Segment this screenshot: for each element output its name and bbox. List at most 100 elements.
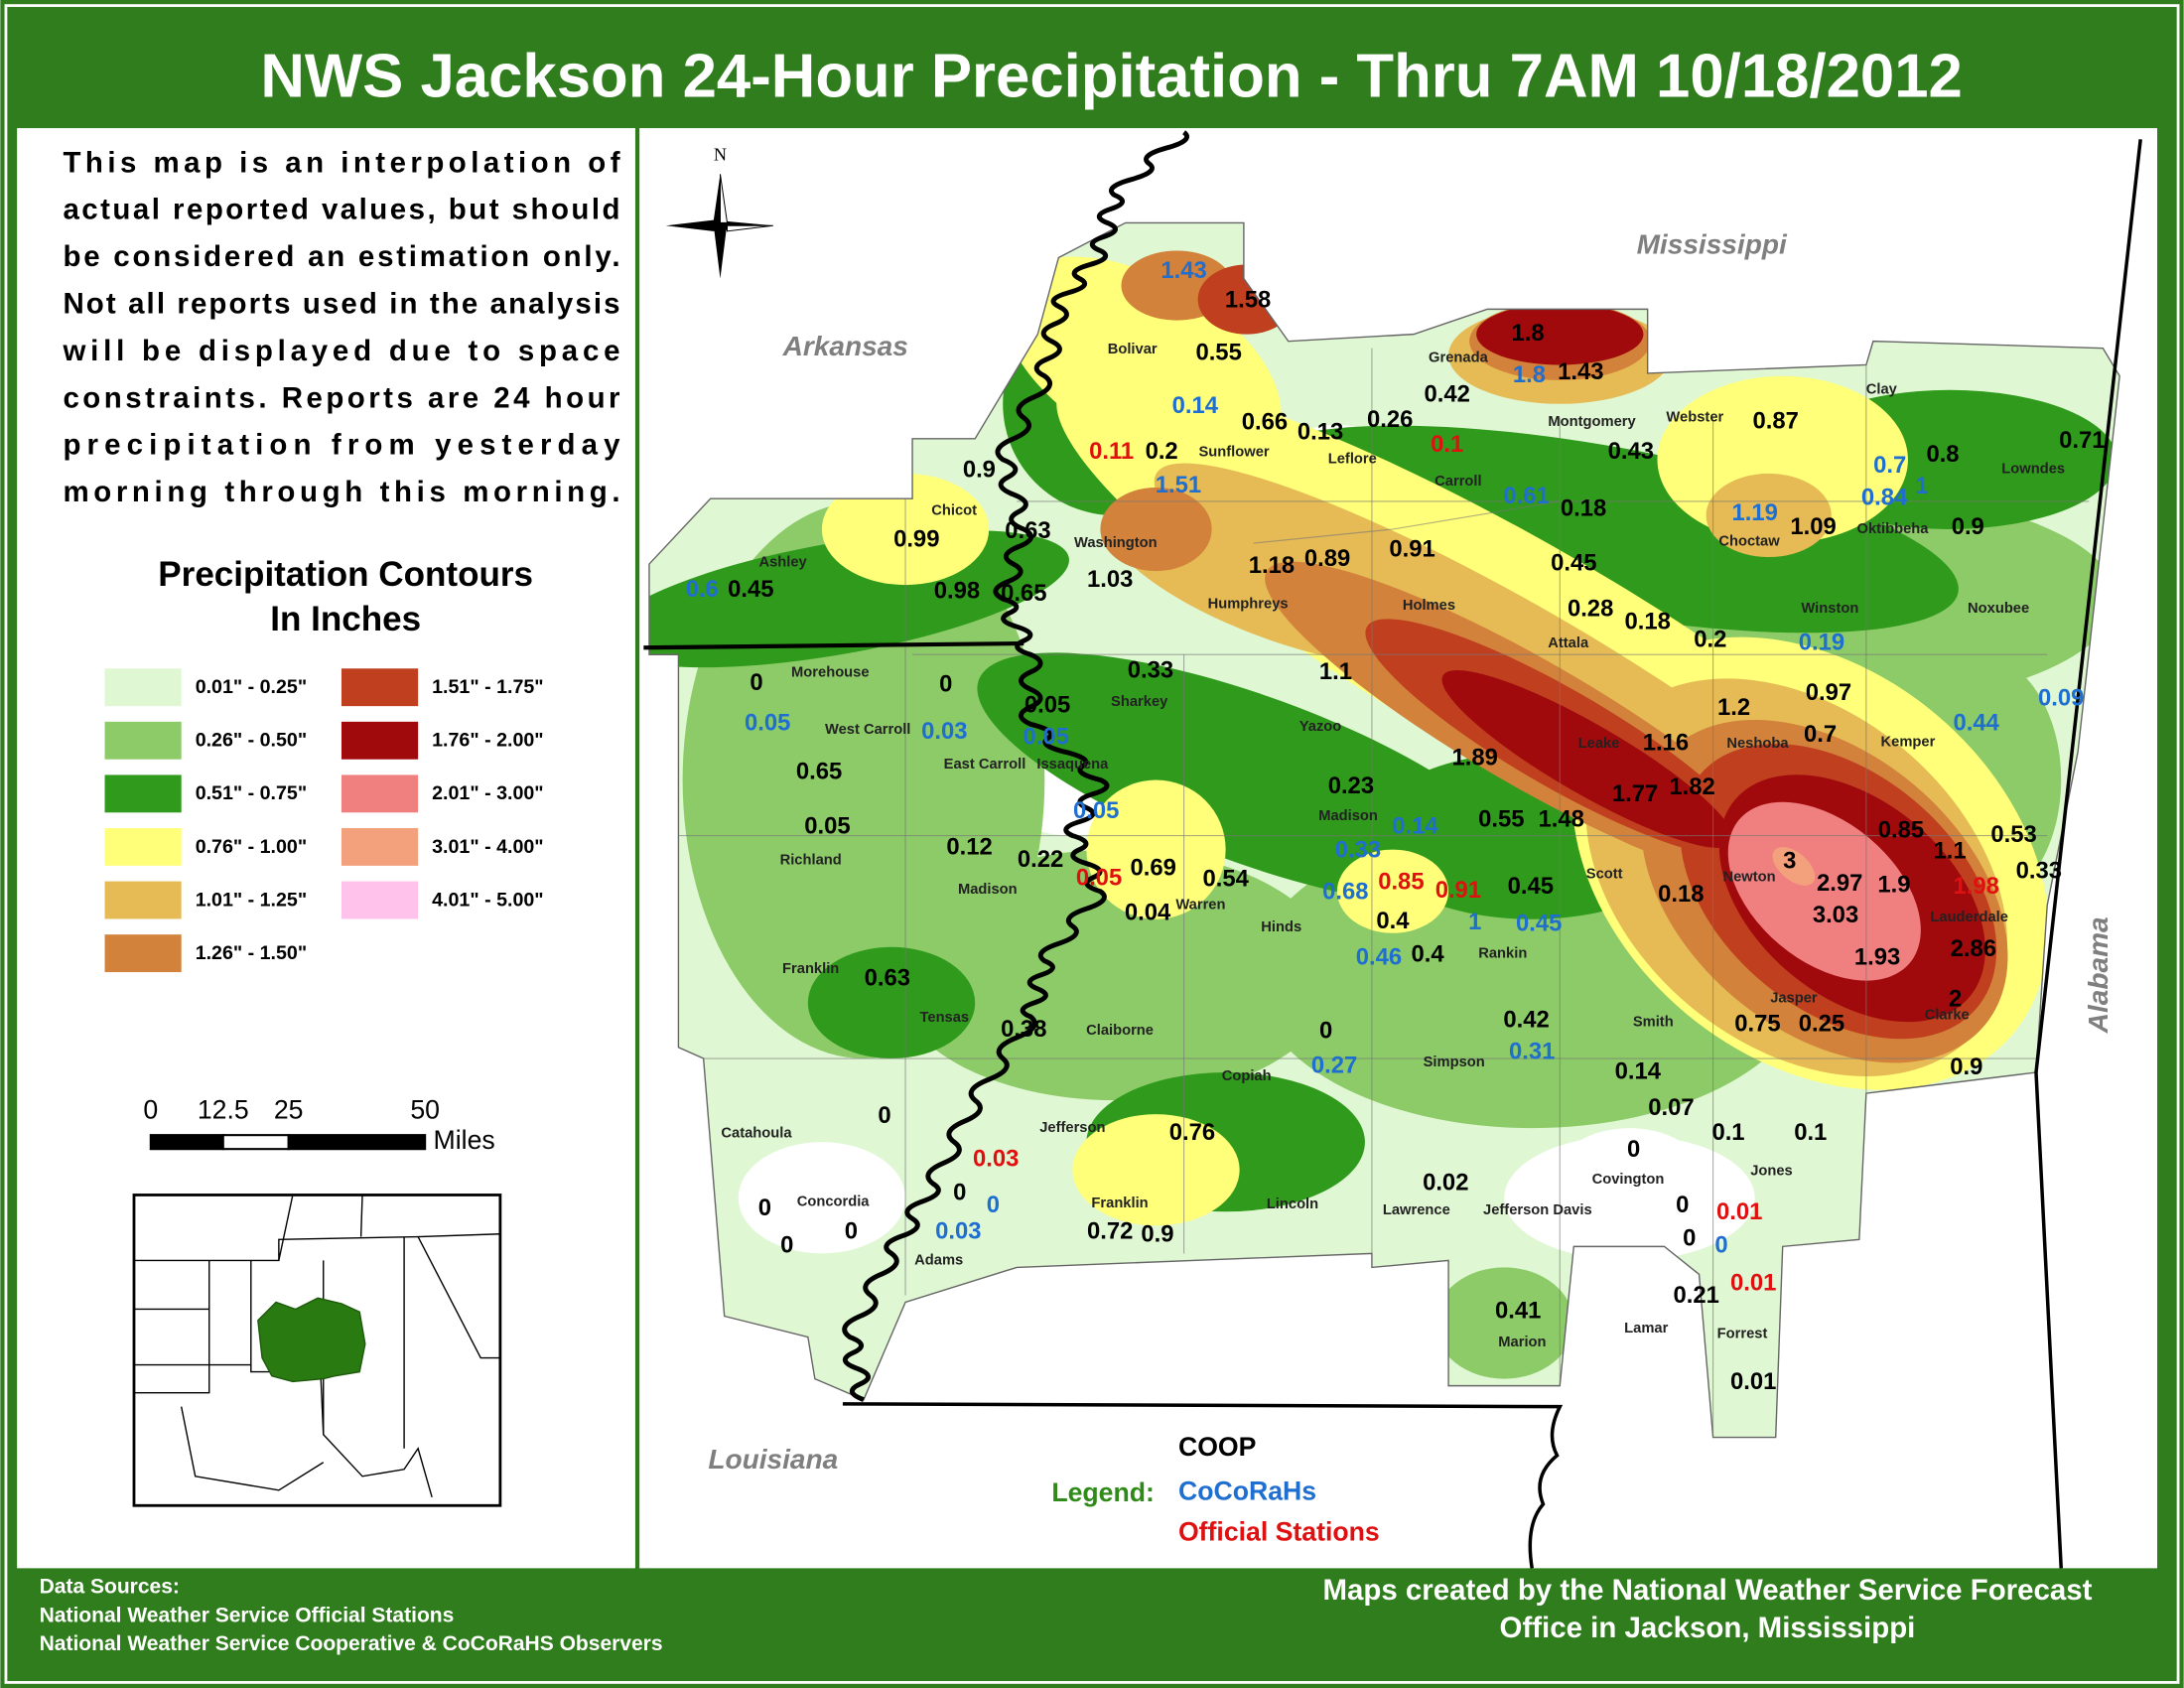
station-value: 0 xyxy=(1714,1232,1727,1259)
contour-area xyxy=(1100,487,1212,572)
county-label: Kemper xyxy=(1881,734,1936,750)
station-value: 0.69 xyxy=(1131,855,1176,882)
station-value: 1.43 xyxy=(1160,257,1206,284)
station-value: 0.31 xyxy=(1509,1039,1555,1065)
legend-title: Precipitation Contours xyxy=(158,555,533,594)
station-value: 0.76 xyxy=(1169,1119,1215,1146)
station-value: 0.18 xyxy=(1658,881,1704,908)
station-value: 0.33 xyxy=(2016,857,2062,884)
description-line: This map is an interpolation of xyxy=(63,146,619,179)
station-value: 0.03 xyxy=(973,1146,1019,1173)
county-label: Neshoba xyxy=(1726,736,1789,752)
station-value: 0.9 xyxy=(963,456,996,483)
station-value: 0.45 xyxy=(728,576,773,603)
legend-label: 0.76" - 1.00" xyxy=(196,836,307,858)
station-value: 2.86 xyxy=(1951,935,1996,962)
station-value: 0.05 xyxy=(1076,864,1122,891)
legend-label: 2.01" - 3.00" xyxy=(432,782,543,804)
description-line: constraints. Reports are 24 hour xyxy=(63,381,620,414)
scale-label: 0 xyxy=(143,1094,158,1124)
county-label: Warren xyxy=(1175,898,1225,914)
station-value: 0.4 xyxy=(1411,941,1444,968)
county-label: Claiborne xyxy=(1086,1023,1154,1039)
county-label: Hinds xyxy=(1261,919,1301,935)
station-value: 0.4 xyxy=(1376,908,1410,934)
county-label: Holmes xyxy=(1403,598,1455,614)
station-value: 0.05 xyxy=(1024,724,1069,751)
station-value: 0.65 xyxy=(796,759,842,785)
legend-label: 1.76" - 2.00" xyxy=(432,730,543,752)
county-label: Oktibbeha xyxy=(1857,521,1930,537)
inset-border xyxy=(133,1233,500,1262)
county-label: Lincoln xyxy=(1267,1196,1318,1212)
station-value: 0.53 xyxy=(1990,821,2036,848)
county-label: Issaquena xyxy=(1036,757,1109,773)
no-rain-area xyxy=(1504,1135,1755,1261)
station-value: 0 xyxy=(1627,1136,1640,1163)
county-label: Humphreys xyxy=(1208,597,1289,613)
county-label: Jefferson xyxy=(1039,1120,1105,1136)
contour-area xyxy=(1441,669,1734,848)
station-value: 0.05 xyxy=(745,710,790,737)
county-label: Marion xyxy=(1498,1335,1546,1350)
station-value: 1.8 xyxy=(1513,361,1546,388)
station-value: 0.9 xyxy=(1141,1220,1173,1247)
inset-forecast-area xyxy=(257,1297,366,1383)
station-value: 0.97 xyxy=(1806,679,1851,706)
compass-label: N xyxy=(714,144,727,164)
station-value: 0.43 xyxy=(1608,438,1654,465)
station-value: 0.8 xyxy=(1926,441,1959,468)
scale-segment xyxy=(287,1134,427,1151)
station-value: 0.07 xyxy=(1648,1094,1694,1121)
station-value: 0.75 xyxy=(1734,1011,1780,1038)
map xyxy=(643,130,2142,1569)
legend-label: 3.01" - 4.00" xyxy=(432,836,543,858)
inset-border xyxy=(180,1406,325,1491)
station-value: 0.45 xyxy=(1516,911,1562,937)
station-value: 0.66 xyxy=(1242,409,1288,436)
legend-swatch xyxy=(341,881,419,919)
compass-needle xyxy=(665,219,773,231)
contour-area xyxy=(1476,303,1644,365)
legend-swatch xyxy=(104,721,182,760)
legend-swatch xyxy=(341,774,419,813)
county-label: Carroll xyxy=(1434,474,1481,490)
county-label: Bolivar xyxy=(1108,342,1158,357)
station-value: 0.41 xyxy=(1495,1298,1541,1325)
scale-label: 50 xyxy=(410,1094,440,1124)
station-value: 0 xyxy=(780,1232,793,1259)
county-label: Copiah xyxy=(1222,1068,1272,1084)
contour-area xyxy=(1086,779,1226,919)
station-value: 1.93 xyxy=(1854,943,1900,970)
station-value: 0.7 xyxy=(1873,452,1906,479)
county-label: Webster xyxy=(1666,410,1723,426)
station-value: 1.51 xyxy=(1156,472,1201,498)
station-value: 0.05 xyxy=(1024,691,1070,718)
station-value: 0.72 xyxy=(1087,1218,1133,1245)
station-value: 0.42 xyxy=(1503,1006,1549,1033)
state-label: Mississippi xyxy=(1637,229,1788,260)
station-value: 0 xyxy=(1319,1018,1332,1045)
legend-swatch xyxy=(341,828,419,866)
station-value: 0.42 xyxy=(1424,381,1469,408)
county-label: Morehouse xyxy=(791,664,870,680)
state-border xyxy=(842,1402,1564,1569)
station-value: 0.71 xyxy=(2059,427,2105,454)
station-value: 1.8 xyxy=(1511,320,1544,347)
county-label: Covington xyxy=(1592,1172,1665,1188)
county-label: Jefferson Davis xyxy=(1483,1202,1592,1218)
county-label: Concordia xyxy=(797,1194,871,1209)
county-label: West Carroll xyxy=(825,722,910,738)
county-label: Leflore xyxy=(1328,452,1377,468)
no-rain-area xyxy=(738,1142,906,1254)
county-label: East Carroll xyxy=(944,757,1026,773)
station-value: 0.14 xyxy=(1615,1057,1662,1084)
station-value: 1.43 xyxy=(1558,358,1603,385)
station-value: 0.25 xyxy=(1799,1011,1844,1038)
station-value: 0 xyxy=(953,1179,966,1205)
area-outline xyxy=(648,221,2120,1439)
station-value: 0.04 xyxy=(1125,899,1171,925)
station-value: 0.55 xyxy=(1478,805,1524,832)
station-value: 0.99 xyxy=(893,526,939,553)
station-value: 0.46 xyxy=(1356,943,1402,970)
